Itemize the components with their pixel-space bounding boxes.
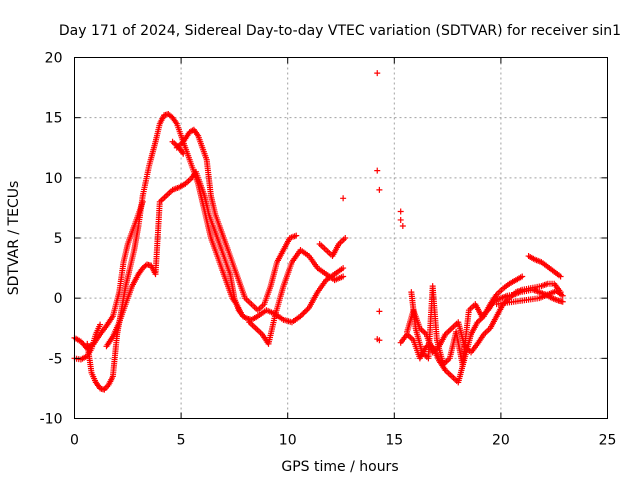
y-tick-label: 5 [54,231,63,247]
series-trace-k [408,283,566,368]
y-tick-label: 0 [54,291,63,307]
y-axis-label: SDTVAR / TECUs [6,181,22,296]
chart-title: Day 171 of 2024, Sidereal Day-to-day VTE… [59,23,621,39]
tick-labels: 0 5 10 15 20 25 -10 -5 0 5 10 15 20 [40,51,617,449]
data-point-plus [340,265,347,272]
data-point-plus [340,273,347,280]
y-tick-label: -5 [49,351,63,367]
data-point-plus [293,232,300,239]
grid-lines [74,57,608,419]
series-trace-f [169,138,187,157]
x-tick-label: 20 [492,433,510,449]
series-trace-c [84,111,244,393]
data-point-plus [342,235,349,241]
axis-ticks [74,57,608,419]
x-tick-label: 0 [70,433,79,449]
series-trace-m [525,253,564,280]
y-tick-label: 15 [45,111,63,127]
data-point-plus [399,222,406,229]
x-tick-label: 25 [599,433,617,449]
data-point-plus [559,292,566,299]
y-tick-label: 10 [45,171,63,187]
series-trace-l [493,287,566,308]
data-point-plus [397,216,404,223]
x-tick-label: 15 [385,433,403,449]
data-point-plus [559,298,566,305]
x-tick-label: 5 [177,433,186,449]
series-trace-i [397,273,526,386]
series-trace-e [173,126,300,314]
data-point-plus [397,208,404,215]
data-points [71,70,566,393]
series-isolated [340,70,406,344]
data-point-plus [376,186,383,193]
data-point-plus [374,167,381,174]
series-trace-h [316,235,349,260]
data-point-plus [180,150,187,157]
x-tick-label: 10 [279,433,297,449]
data-point-plus [97,321,104,328]
data-point-plus [557,273,564,280]
data-point-plus [519,273,526,280]
y-tick-label: -10 [40,412,63,428]
y-tick-label: 20 [45,51,63,67]
series-trace-g [246,247,347,347]
data-point-plus [340,195,347,202]
data-point-plus [376,308,383,315]
data-point-plus [376,337,383,344]
x-axis-label: GPS time / hours [281,459,398,475]
data-point-plus [374,70,381,77]
